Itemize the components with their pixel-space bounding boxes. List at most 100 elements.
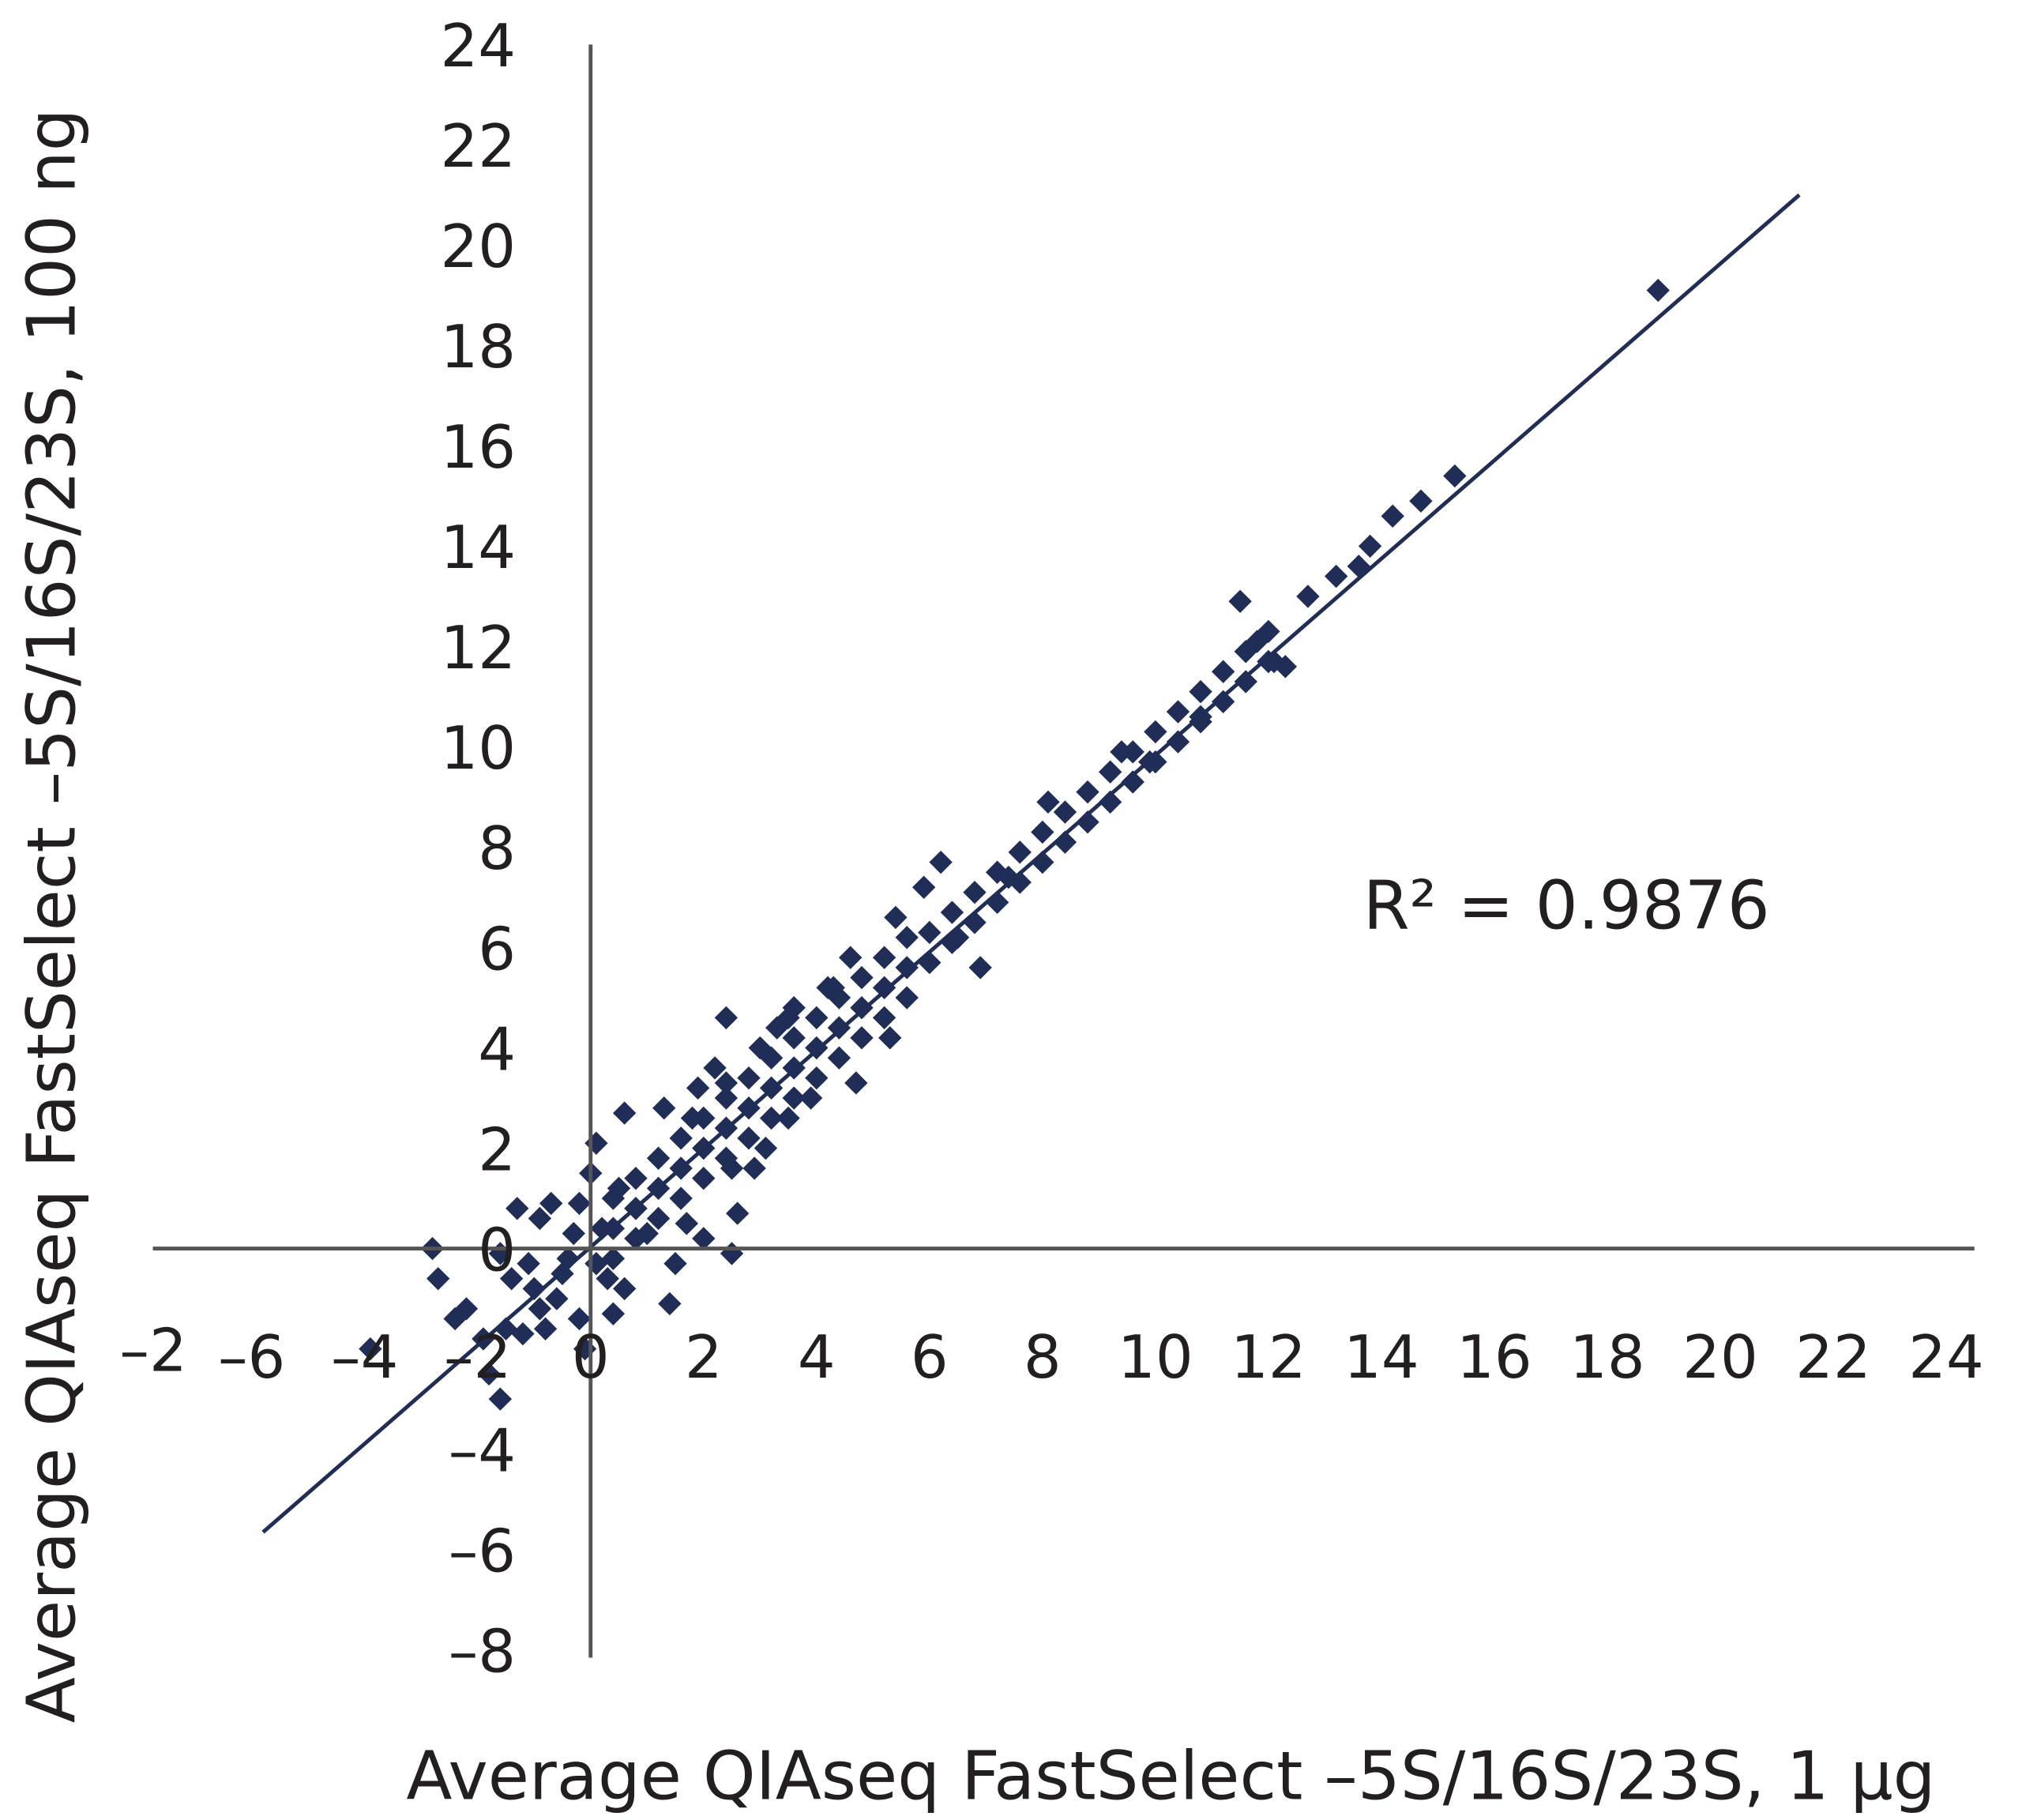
data-point: [754, 1136, 778, 1160]
x-tick-label: –6: [218, 1322, 285, 1392]
data-point: [692, 1166, 716, 1190]
y-tick-label: 0: [478, 1215, 516, 1284]
y-tick-label: 6: [478, 914, 516, 983]
data-point: [669, 1186, 693, 1210]
y-axis-label: Average QIAseq FastSelect –5S/16S/23S, 1…: [13, 108, 92, 1723]
x-tick-label: 14: [1344, 1322, 1419, 1392]
y-tick-label: 4: [478, 1014, 516, 1084]
x-tick-label: 2: [685, 1322, 723, 1392]
data-point: [805, 1006, 829, 1030]
data-point: [517, 1251, 540, 1276]
y-tick-label: 14: [440, 513, 516, 582]
data-point: [359, 1337, 382, 1361]
x-tick-label: 24: [1908, 1322, 1984, 1392]
data-point: [443, 1307, 467, 1331]
data-point: [624, 1166, 648, 1190]
data-point: [714, 1086, 739, 1110]
data-point: [477, 1362, 501, 1386]
x-tick-label: –4: [331, 1322, 398, 1392]
data-point: [612, 1101, 637, 1125]
y-tick-label: 24: [440, 11, 516, 81]
y-tick-label: –2: [119, 1315, 186, 1385]
data-point: [511, 1322, 535, 1346]
data-point: [714, 1006, 739, 1030]
data-point: [872, 946, 896, 969]
data-point: [1234, 670, 1257, 694]
data-point: [805, 1066, 829, 1090]
data-point: [827, 1046, 851, 1070]
data-point: [494, 1317, 518, 1341]
data-point: [1358, 534, 1382, 558]
data-point: [528, 1297, 552, 1321]
data-point: [1296, 585, 1320, 608]
data-point: [1189, 679, 1212, 704]
y-tick-label: 20: [440, 212, 516, 281]
y-tick-label: –8: [449, 1616, 516, 1686]
data-point: [567, 1191, 592, 1216]
data-point: [799, 1086, 823, 1110]
data-point: [850, 1026, 874, 1050]
x-tick-labels: –6 –4 –2 0 2 4 6 8 10 12 14 16 18 20 22 24: [218, 1322, 1984, 1392]
data-point: [663, 1251, 687, 1276]
data-point: [675, 1212, 699, 1235]
data-point: [1324, 564, 1348, 588]
data-point: [742, 1156, 766, 1180]
data-point: [1144, 720, 1167, 744]
data-point: [1381, 504, 1404, 528]
data-point: [720, 1242, 744, 1265]
data-point: [918, 920, 941, 945]
data-point: [584, 1131, 608, 1155]
data-point: [1409, 489, 1433, 513]
data-point: [426, 1266, 450, 1291]
data-point: [872, 1006, 896, 1030]
y-tick-label: 8: [478, 814, 516, 883]
data-point: [669, 1126, 693, 1150]
y-tick-label: 18: [440, 312, 516, 382]
x-tick-label: 12: [1231, 1322, 1306, 1392]
data-point: [454, 1297, 479, 1321]
data-point: [782, 1086, 806, 1110]
data-point: [1008, 840, 1032, 864]
trendline: [261, 193, 1801, 1534]
data-point: [714, 1071, 739, 1095]
x-tick-label: 8: [1024, 1322, 1062, 1392]
r-squared-annotation: R² = 0.9876: [1363, 867, 1770, 946]
data-point: [878, 1026, 902, 1050]
data-point: [1646, 278, 1670, 303]
data-point: [725, 1201, 750, 1225]
data-point: [601, 1186, 626, 1210]
data-point: [872, 976, 896, 1000]
x-tick-label: 16: [1456, 1322, 1532, 1392]
data-point: [1211, 660, 1235, 683]
x-tick-label: –2: [444, 1322, 511, 1392]
data-point: [911, 875, 936, 899]
data-point: [884, 905, 908, 930]
data-point: [646, 1146, 671, 1170]
data-point: [1053, 830, 1077, 854]
data-point: [895, 926, 919, 949]
y-tick-label: 22: [440, 111, 516, 181]
x-tick-label: 4: [798, 1322, 836, 1392]
data-point: [1053, 800, 1077, 824]
data-point: [658, 1292, 682, 1316]
data-point: [652, 1096, 676, 1120]
data-point: [850, 965, 874, 990]
data-point: [839, 946, 863, 969]
y-tick-label: –4: [449, 1416, 516, 1485]
data-point: [759, 1106, 784, 1130]
x-tick-label: 18: [1569, 1322, 1645, 1392]
data-point: [1031, 820, 1054, 844]
data-point: [929, 850, 953, 874]
x-tick-label: 0: [572, 1322, 610, 1392]
x-tick-label: 6: [911, 1322, 949, 1392]
data-points: [359, 278, 1670, 1411]
data-point: [748, 1036, 772, 1060]
data-point: [1036, 790, 1060, 814]
data-point: [1076, 780, 1099, 804]
data-point: [1228, 589, 1252, 613]
data-point: [997, 865, 1020, 889]
data-point: [968, 956, 992, 980]
data-point: [1098, 760, 1122, 784]
y-tick-label: 16: [440, 412, 516, 482]
